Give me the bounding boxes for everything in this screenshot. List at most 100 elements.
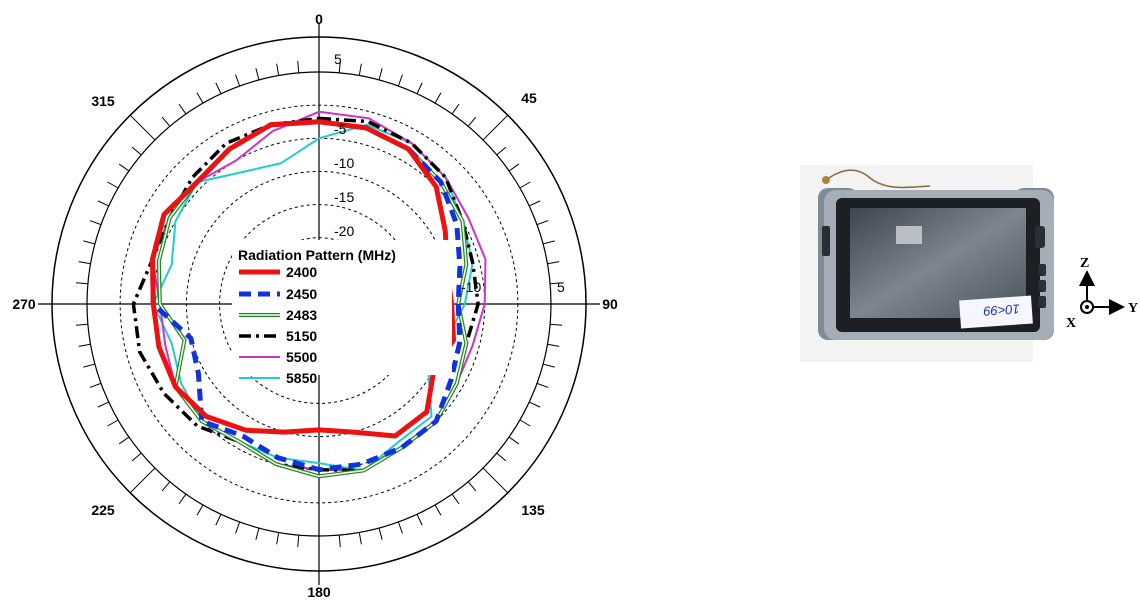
legend-label-5500: 5500 (286, 349, 317, 365)
angle-tick (276, 63, 280, 76)
label-sticker (959, 295, 1033, 329)
angle-tick (235, 521, 241, 534)
angle-tick (131, 452, 142, 462)
angle-tick (467, 481, 477, 492)
angle-tick (519, 181, 531, 189)
angle-label-90: 90 (602, 296, 618, 312)
angle-tick (196, 92, 204, 104)
radial-tick-label: -10 (334, 155, 354, 171)
angle-tick (467, 116, 477, 127)
side-button (1038, 296, 1046, 308)
angle-tick (397, 521, 403, 534)
angle-tick (536, 220, 549, 226)
angle-tick (75, 323, 88, 326)
angle-tick (107, 181, 119, 189)
antenna-cable (825, 169, 931, 189)
angle-tick (297, 535, 300, 548)
legend: Radiation Pattern (MHz) 2400 2450 2483 5150… (232, 240, 452, 386)
angle-tick (550, 323, 563, 326)
angle-tick (496, 452, 507, 462)
angle-tick (255, 527, 260, 540)
angle-tick (118, 436, 130, 445)
angle-tick (416, 514, 423, 526)
angle-tick (235, 74, 241, 87)
polar-radiation-chart: 0 45 90 135 180 225 270 315 5 -5 -10 -15 -20 -10 5 Rad… (12, 11, 618, 600)
angle-tick (434, 504, 442, 516)
angle-tick (97, 200, 109, 207)
angle-tick (97, 401, 109, 408)
side-button (1038, 280, 1046, 292)
angle-tick (75, 282, 88, 285)
side-button (1035, 226, 1045, 248)
legend-background (232, 240, 452, 375)
angle-label-270: 270 (12, 296, 36, 312)
legend-label-2483: 2483 (286, 307, 317, 323)
angle-tick (358, 532, 362, 545)
angle-tick (519, 419, 531, 427)
angle-tick (547, 261, 560, 265)
angle-tick (547, 343, 560, 347)
angle-tick (508, 163, 520, 172)
angle-tick (416, 82, 423, 94)
angle-tick (178, 103, 187, 115)
angle-tick (508, 436, 520, 445)
angle-tick (118, 163, 130, 172)
angle-tick (482, 467, 509, 494)
angle-tick (542, 363, 555, 368)
radial-tick-label: -20 (334, 223, 354, 239)
angle-tick (536, 382, 549, 388)
angle-tick (451, 103, 460, 115)
angle-tick (215, 514, 222, 526)
legend-label-5850: 5850 (286, 370, 317, 386)
legend-label-2400: 2400 (286, 264, 317, 280)
angle-tick (196, 504, 204, 516)
angle-tick (397, 74, 403, 87)
radial-tick-label-right: -10 (461, 279, 481, 295)
angle-tick (542, 240, 555, 245)
angle-tick (338, 535, 341, 548)
angle-tick (129, 114, 156, 141)
angle-tick (78, 343, 91, 347)
side-port (822, 226, 830, 256)
angle-tick (89, 382, 102, 388)
label-layer: 0 45 90 135 180 225 270 315 5 -5 -10 -15 -20 -10 5 (12, 11, 618, 600)
angle-tick (378, 527, 383, 540)
angle-tick (358, 63, 362, 76)
angle-label-315: 315 (91, 93, 115, 109)
angle-tick (83, 363, 96, 368)
angle-tick (178, 493, 187, 505)
angle-tick (215, 82, 222, 94)
legend-title: Radiation Pattern (MHz) (238, 247, 396, 263)
angle-label-45: 45 (521, 90, 537, 106)
angle-tick (434, 92, 442, 104)
angle-tick (529, 200, 541, 207)
coordinate-axes-icon: Z X Y (1066, 256, 1138, 331)
angle-tick (161, 481, 171, 492)
angle-tick (297, 60, 300, 73)
angle-tick (83, 240, 96, 245)
z-axis-label: Z (1080, 256, 1089, 271)
angle-tick (131, 146, 142, 156)
angle-label-0: 0 (315, 11, 323, 27)
side-button (1038, 264, 1046, 276)
radial-tick-label: -15 (334, 189, 354, 205)
angle-label-135: 135 (521, 502, 545, 518)
label-sticker-text: 10<99 (983, 301, 1020, 319)
angle-tick (496, 146, 507, 156)
radial-tick-label: 5 (334, 51, 342, 67)
x-axis-dot (1085, 305, 1089, 309)
angle-tick (276, 532, 280, 545)
series-layer (131, 110, 487, 479)
angle-tick (78, 261, 91, 265)
angle-tick (255, 68, 260, 81)
device-photo: 10<99 (800, 165, 1054, 362)
angle-tick (107, 419, 119, 427)
angle-label-225: 225 (91, 502, 115, 518)
angle-tick (161, 116, 171, 127)
angle-tick (482, 114, 509, 141)
angle-label-180: 180 (307, 584, 331, 600)
angle-tick (338, 60, 341, 73)
y-axis-label: Y (1128, 301, 1138, 316)
antenna-connector (822, 176, 830, 184)
